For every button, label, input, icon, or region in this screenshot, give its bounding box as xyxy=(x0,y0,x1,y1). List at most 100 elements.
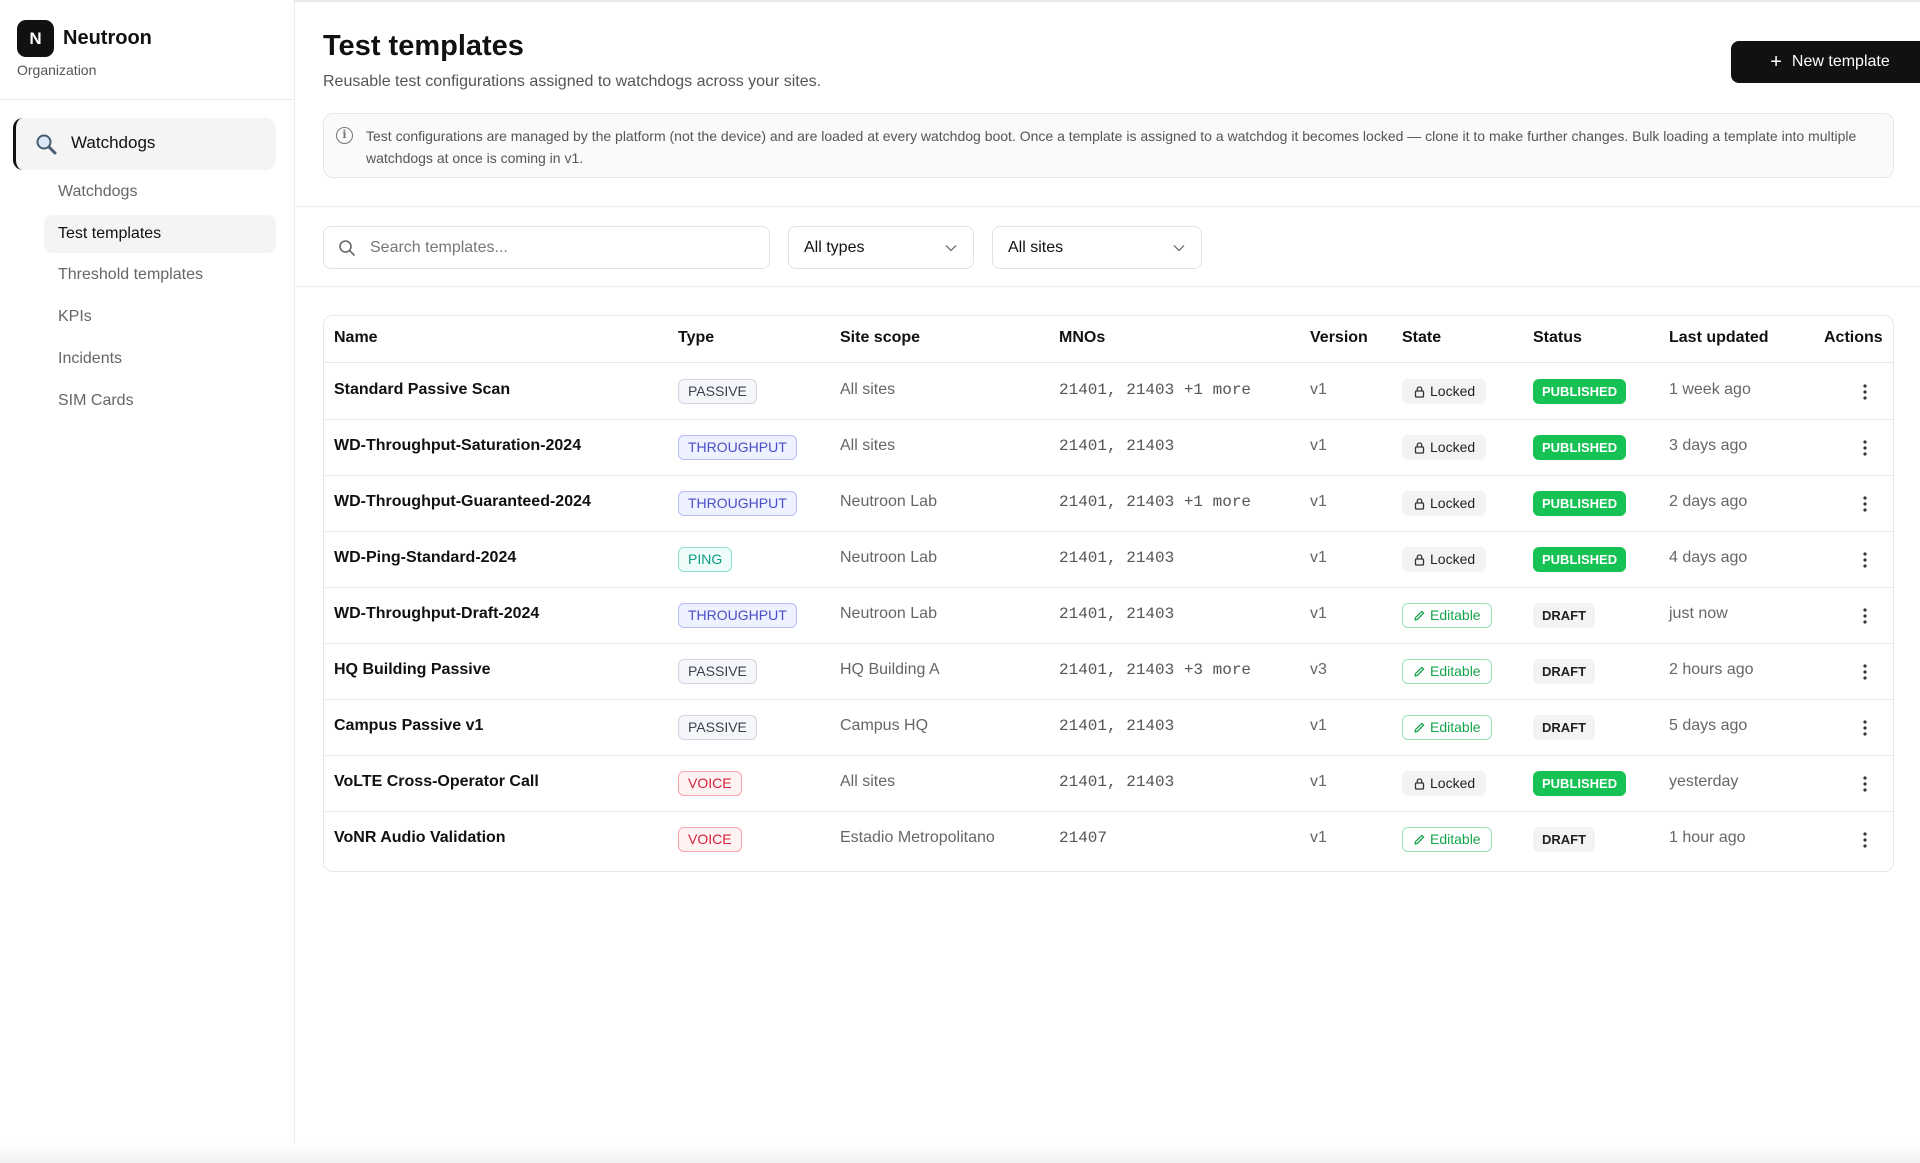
table-row[interactable]: WD-Throughput-Saturation-2024 THROUGHPUT… xyxy=(324,420,1893,476)
more-actions-icon[interactable] xyxy=(1854,493,1876,515)
pencil-icon xyxy=(1414,666,1425,677)
column-header-mnos[interactable]: MNOs xyxy=(1059,329,1106,346)
more-actions-icon[interactable] xyxy=(1854,549,1876,571)
state-label: Editable xyxy=(1430,831,1481,847)
column-header-version[interactable]: Version xyxy=(1310,329,1368,346)
sidebar-item-kpis[interactable]: KPIs xyxy=(58,308,92,325)
chevron-down-icon xyxy=(1173,245,1185,252)
search-box[interactable] xyxy=(323,226,770,269)
type-badge: VOICE xyxy=(678,771,742,796)
site-scope: Neutroon Lab xyxy=(840,605,937,622)
table-row[interactable]: VoNR Audio Validation VOICE Estadio Metr… xyxy=(324,812,1893,868)
sidebar-group-watchdogs[interactable]: Watchdogs xyxy=(13,118,276,170)
column-header-last-updated[interactable]: Last updated xyxy=(1669,329,1769,346)
plus-icon: + xyxy=(1770,51,1782,73)
state-badge: Locked xyxy=(1402,771,1487,796)
table-row[interactable]: WD-Ping-Standard-2024 PING Neutroon Lab … xyxy=(324,532,1893,588)
state-badge: Locked xyxy=(1402,547,1487,572)
lock-icon xyxy=(1414,442,1425,454)
version: v1 xyxy=(1310,829,1327,846)
column-header-type[interactable]: Type xyxy=(678,329,715,346)
mno-list: 21401, 21403 xyxy=(1059,549,1175,567)
info-text: Test configurations are managed by the p… xyxy=(366,128,1857,166)
last-updated: 3 days ago xyxy=(1669,437,1748,454)
last-updated: 4 days ago xyxy=(1669,549,1748,566)
last-updated: just now xyxy=(1669,605,1728,622)
mno-list: 21407 xyxy=(1059,829,1108,847)
org-name: Neutroon xyxy=(63,27,152,49)
divider xyxy=(296,206,1920,207)
site-filter-select[interactable]: All sites xyxy=(992,226,1202,269)
more-actions-icon[interactable] xyxy=(1854,717,1876,739)
more-actions-icon[interactable] xyxy=(1854,661,1876,683)
mno-list: 21401, 21403 +3 more xyxy=(1059,661,1252,679)
type-badge: VOICE xyxy=(678,827,742,852)
site-scope: Campus HQ xyxy=(840,717,929,734)
state-badge: Editable xyxy=(1402,659,1492,684)
version: v1 xyxy=(1310,717,1327,734)
state-label: Locked xyxy=(1430,775,1476,791)
more-actions-icon[interactable] xyxy=(1854,381,1876,403)
template-name[interactable]: Campus Passive v1 xyxy=(334,717,484,734)
state-badge: Locked xyxy=(1402,435,1487,460)
info-icon: i xyxy=(336,127,353,144)
table-row[interactable]: WD-Throughput-Guaranteed-2024 THROUGHPUT… xyxy=(324,476,1893,532)
page-subtitle: Reusable test configurations assigned to… xyxy=(323,73,822,90)
more-actions-icon[interactable] xyxy=(1854,829,1876,851)
lock-icon xyxy=(1414,554,1425,566)
state-label: Locked xyxy=(1430,495,1476,511)
column-header-scope[interactable]: Site scope xyxy=(840,329,921,346)
sidebar-item-test-templates[interactable]: Test templates xyxy=(44,215,276,253)
status-badge: PUBLISHED xyxy=(1533,435,1627,460)
search-input[interactable] xyxy=(370,235,760,261)
table-row[interactable]: HQ Building Passive PASSIVE HQ Building … xyxy=(324,644,1893,700)
more-actions-icon[interactable] xyxy=(1854,605,1876,627)
template-name[interactable]: WD-Throughput-Saturation-2024 xyxy=(334,437,582,454)
status-badge: PUBLISHED xyxy=(1533,771,1627,796)
column-header-status[interactable]: Status xyxy=(1533,329,1582,346)
sidebar-item-incidents[interactable]: Incidents xyxy=(58,350,123,367)
template-name[interactable]: WD-Ping-Standard-2024 xyxy=(334,549,517,566)
template-name[interactable]: WD-Throughput-Guaranteed-2024 xyxy=(334,493,591,510)
template-name[interactable]: Standard Passive Scan xyxy=(334,381,511,398)
column-header-name[interactable]: Name xyxy=(334,329,378,346)
mno-list: 21401, 21403 xyxy=(1059,773,1175,791)
new-template-button[interactable]: + New template xyxy=(1731,41,1920,83)
status-badge: DRAFT xyxy=(1533,827,1596,852)
state-badge: Editable xyxy=(1402,827,1492,852)
sidebar-item-threshold-templates[interactable]: Threshold templates xyxy=(58,266,203,283)
sidebar-divider xyxy=(0,99,295,100)
sidebar-item-watchdogs[interactable]: Watchdogs xyxy=(58,183,138,200)
template-name[interactable]: HQ Building Passive xyxy=(334,661,491,678)
table-row[interactable]: VoLTE Cross-Operator Call VOICE All site… xyxy=(324,756,1893,812)
template-name[interactable]: VoNR Audio Validation xyxy=(334,829,506,846)
template-name[interactable]: WD-Throughput-Draft-2024 xyxy=(334,605,540,622)
table-row[interactable]: Standard Passive Scan PASSIVE All sites … xyxy=(324,364,1893,420)
type-filter-select[interactable]: All types xyxy=(788,226,974,269)
type-badge: PASSIVE xyxy=(678,659,757,684)
template-name[interactable]: VoLTE Cross-Operator Call xyxy=(334,773,539,790)
version: v3 xyxy=(1310,661,1327,678)
type-badge: THROUGHPUT xyxy=(678,491,797,516)
info-banner: i Test configurations are managed by the… xyxy=(323,113,1894,178)
more-actions-icon[interactable] xyxy=(1854,773,1876,795)
bottom-edge xyxy=(0,1143,1920,1163)
column-header-state[interactable]: State xyxy=(1402,329,1442,346)
state-badge: Locked xyxy=(1402,491,1487,516)
type-badge: THROUGHPUT xyxy=(678,435,797,460)
state-label: Editable xyxy=(1430,663,1481,679)
status-badge: DRAFT xyxy=(1533,603,1596,628)
table-row[interactable]: WD-Throughput-Draft-2024 THROUGHPUT Neut… xyxy=(324,588,1893,644)
main-content: Test templates Reusable test configurati… xyxy=(296,0,1920,1163)
last-updated: 2 hours ago xyxy=(1669,661,1754,678)
table-row[interactable]: Campus Passive v1 PASSIVE Campus HQ 2140… xyxy=(324,700,1893,756)
divider xyxy=(296,286,1920,287)
lock-icon xyxy=(1414,498,1425,510)
more-actions-icon[interactable] xyxy=(1854,437,1876,459)
org-subtitle: Organization xyxy=(17,62,97,78)
sidebar-item-sim-cards[interactable]: SIM Cards xyxy=(58,392,134,409)
type-badge: PASSIVE xyxy=(678,379,757,404)
type-badge: PING xyxy=(678,547,733,572)
site-filter-value: All sites xyxy=(1008,239,1064,256)
sidebar: N Neutroon Organization Watchdogs Watchd… xyxy=(0,0,295,1163)
